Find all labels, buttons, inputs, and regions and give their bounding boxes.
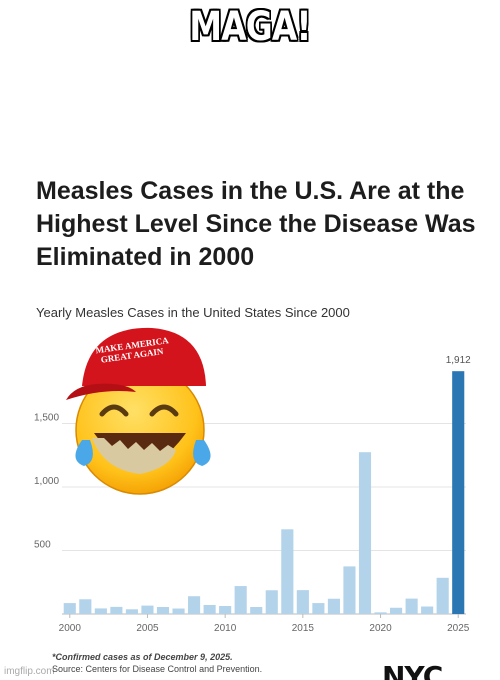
bar-2021 xyxy=(390,607,403,614)
bar-2018 xyxy=(343,566,356,615)
bar-2023 xyxy=(421,606,434,614)
bar-2003 xyxy=(110,606,123,614)
bar-2013 xyxy=(265,590,278,614)
x-tick-label: 2000 xyxy=(59,623,82,634)
x-tick-label: 2010 xyxy=(214,623,237,634)
laughing-emoji-maga-hat-overlay: MAKE AMERICA GREAT AGAIN xyxy=(66,327,211,495)
bar-2000 xyxy=(63,603,76,614)
chart-source: Source: Centers for Disease Control and … xyxy=(52,664,263,674)
maga-hat-brim xyxy=(66,383,136,400)
bar-2025 xyxy=(452,371,465,614)
x-tick-label: 2015 xyxy=(292,623,315,634)
publisher-logo: NYC xyxy=(382,660,462,680)
maga-hat-crown xyxy=(82,327,206,386)
meme-caption: MAGA! xyxy=(189,4,311,50)
emoji-teeth xyxy=(92,438,176,474)
emoji-left-eye xyxy=(99,404,129,417)
publisher-logo-text: NYC xyxy=(382,660,443,680)
left-tear-icon xyxy=(75,440,93,466)
bar-2001 xyxy=(79,599,92,614)
bar-2011 xyxy=(234,586,247,614)
bar-2015 xyxy=(296,590,309,614)
y-tick-label: 500 xyxy=(34,540,51,551)
chart-footnote: *Confirmed cases as of December 9, 2025. xyxy=(52,652,233,662)
right-tear-icon xyxy=(193,440,211,466)
bar-2020 xyxy=(374,612,387,614)
meme-header: MAGA! xyxy=(0,0,500,160)
bar-2006 xyxy=(156,607,170,614)
x-tick-label: 2020 xyxy=(369,623,392,634)
x-tick-label: 2005 xyxy=(136,623,159,634)
bar-2008 xyxy=(188,596,201,614)
bars-layer xyxy=(63,371,465,615)
bar-2012 xyxy=(250,607,263,614)
x-tick-label: 2025 xyxy=(447,623,470,634)
bar-2017 xyxy=(327,598,340,614)
chart-subtitle: Yearly Measles Cases in the United State… xyxy=(36,305,350,320)
bar-2005 xyxy=(141,605,154,614)
imgflip-watermark: imgflip.com xyxy=(4,666,55,677)
bar-2002 xyxy=(94,608,107,614)
bar-2014 xyxy=(281,529,294,614)
chart-headline: Measles Cases in the U.S. Are at the Hig… xyxy=(36,177,476,271)
bar-2004 xyxy=(125,609,138,614)
bar-2010 xyxy=(219,606,232,614)
y-tick-label: 1,000 xyxy=(34,476,59,487)
data-label: 1,912 xyxy=(446,355,471,366)
bar-2009 xyxy=(203,604,216,614)
bar-2007 xyxy=(172,608,185,614)
emoji-right-eye xyxy=(149,404,179,417)
bar-2019 xyxy=(358,452,372,614)
bar-2024 xyxy=(436,577,449,614)
bar-2022 xyxy=(405,598,418,614)
labels-layer: 500 1,000 1,500 2000 2005 2010 2015 2020 2025 1,9… xyxy=(34,355,471,634)
y-tick-label: 1,500 xyxy=(34,413,59,424)
bar-2016 xyxy=(312,603,325,614)
